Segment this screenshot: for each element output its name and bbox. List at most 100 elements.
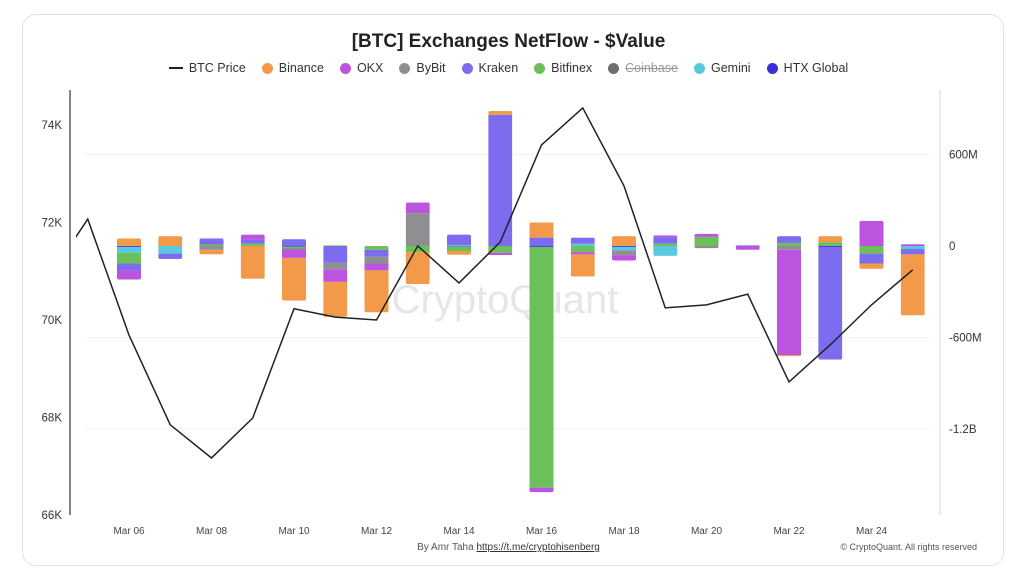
bar-segment-okx [859, 220, 884, 246]
bar-segment-okx [364, 263, 389, 271]
bar-segment-bitfinex [653, 243, 678, 246]
left-tick-label: 70K [42, 315, 63, 327]
bar-segment-htx-global [612, 246, 636, 247]
chart-title: [BTC] Exchanges NetFlow - $Value [351, 31, 666, 52]
bar-segment-okx [240, 234, 265, 240]
bar-segment-bybit [199, 246, 224, 250]
bar-segment-htx-global [529, 246, 554, 247]
bar-segment-bitfinex [405, 246, 430, 253]
x-tick-label: Mar 22 [773, 526, 805, 537]
bar-stack [117, 238, 141, 280]
right-tick-label: 0 [949, 241, 955, 253]
bar-segment-bitfinex [240, 243, 265, 246]
right-tick-label: -1.2B [949, 424, 977, 436]
bar-segment-gemini [447, 245, 471, 247]
bar-segment-binance [488, 111, 513, 115]
bar-segment-binance [405, 252, 430, 285]
bar-segment-bitfinex [117, 252, 141, 264]
legend-item-gemini[interactable]: Gemini [693, 61, 751, 75]
footer-credit: By Amr Taha https://t.me/cryptohisenberg [0, 542, 1017, 553]
bar-segment-gemini [570, 243, 595, 246]
bar-segment-okx [694, 233, 719, 237]
bar-stack [405, 202, 430, 285]
circle-swatch-icon [339, 62, 351, 74]
bar-segment-bitfinex [818, 242, 843, 246]
bar-segment-gemini [900, 246, 925, 250]
legend-label: OKX [356, 61, 384, 75]
x-tick-label: Mar 16 [526, 526, 558, 537]
left-tick-label: 68K [42, 413, 63, 425]
bar-segment-binance [282, 257, 306, 301]
circle-swatch-icon [608, 62, 620, 74]
bar-stack [612, 236, 636, 261]
bar-segment-gemini [158, 246, 183, 254]
bar-segment-kraken [488, 114, 513, 246]
x-tick-label: Mar 08 [196, 526, 228, 537]
bar-segment-bitfinex [529, 246, 554, 488]
legend-item-btc-price[interactable]: BTC Price [168, 61, 246, 75]
right-tick-label: -600M [949, 333, 982, 345]
x-tick-label: Mar 18 [608, 526, 640, 537]
bar-segment-kraken [818, 246, 843, 360]
bar-segment-kraken [653, 237, 678, 244]
legend-item-okx[interactable]: OKX [339, 61, 384, 75]
bar-segment-kraken [364, 249, 389, 257]
circle-swatch-icon [261, 62, 273, 74]
legend-item-coinbase[interactable]: Coinbase [608, 61, 678, 75]
bar-segment-bitfinex [859, 246, 884, 254]
bar-segment-bybit [405, 213, 430, 246]
bar-segment-binance [117, 238, 141, 246]
bar-stack [694, 233, 719, 249]
x-tick-label: Mar 20 [691, 526, 723, 537]
bar-segment-binance [199, 249, 224, 255]
circle-swatch-icon [534, 62, 546, 74]
footer-link[interactable]: https://t.me/cryptohisenberg [476, 542, 600, 553]
bar-stack [199, 238, 224, 255]
legend-label: Binance [278, 61, 324, 75]
bar-segment-bybit [364, 256, 389, 264]
bar-segment-kraken [447, 234, 471, 246]
legend-label: Gemini [710, 61, 751, 75]
bar-segment-okx [405, 202, 430, 214]
x-tick-label: Mar 14 [443, 526, 475, 537]
legend-item-bybit[interactable]: ByBit [399, 61, 446, 75]
bar-segment-okx [488, 252, 513, 256]
line-swatch-icon [168, 67, 183, 69]
legend-item-binance[interactable]: Binance [261, 61, 324, 75]
x-tick-label: Mar 06 [113, 526, 145, 537]
bar-segment-bybit [323, 262, 348, 270]
bar-segment-bitfinex [323, 245, 348, 247]
x-tick-label: Mar 12 [361, 526, 393, 537]
bar-segment-kraken [735, 245, 760, 247]
bar-segment-bitfinex [364, 246, 389, 250]
bar-stack [653, 235, 678, 256]
bar-stack [488, 111, 513, 256]
circle-swatch-icon [693, 62, 705, 74]
left-tick-label: 66K [42, 510, 63, 522]
bar-stack [859, 220, 884, 269]
bar-segment-okx [323, 269, 348, 282]
bar-segment-okx [900, 244, 925, 246]
bar-segment-bybit [612, 250, 636, 256]
bar-segment-gemini [117, 246, 141, 253]
bar-segment-kraken [282, 239, 306, 246]
legend-label: Bitfinex [551, 61, 593, 75]
bar-segment-okx [735, 246, 760, 250]
legend-label: HTX Global [783, 61, 849, 75]
footer-copyright: © CryptoQuant. All rights reserved [840, 542, 977, 552]
bar-segment-binance [323, 281, 348, 317]
legend-item-kraken[interactable]: Kraken [461, 61, 519, 75]
legend-label: Kraken [478, 61, 519, 75]
legend-item-bitfinex[interactable]: Bitfinex [534, 61, 592, 75]
legend-label: BTC Price [188, 61, 246, 75]
legend-item-htx-global[interactable]: HTX Global [766, 61, 849, 75]
bar-segment-bybit [694, 246, 719, 249]
bar-segment-binance [447, 251, 471, 255]
bar-segment-kraken [158, 253, 183, 259]
bar-segment-kraken [900, 249, 925, 255]
bar-segment-okx [777, 249, 801, 356]
bar-stack [570, 237, 595, 277]
bar-segment-kraken [777, 236, 801, 243]
bar-segment-okx [282, 249, 306, 258]
